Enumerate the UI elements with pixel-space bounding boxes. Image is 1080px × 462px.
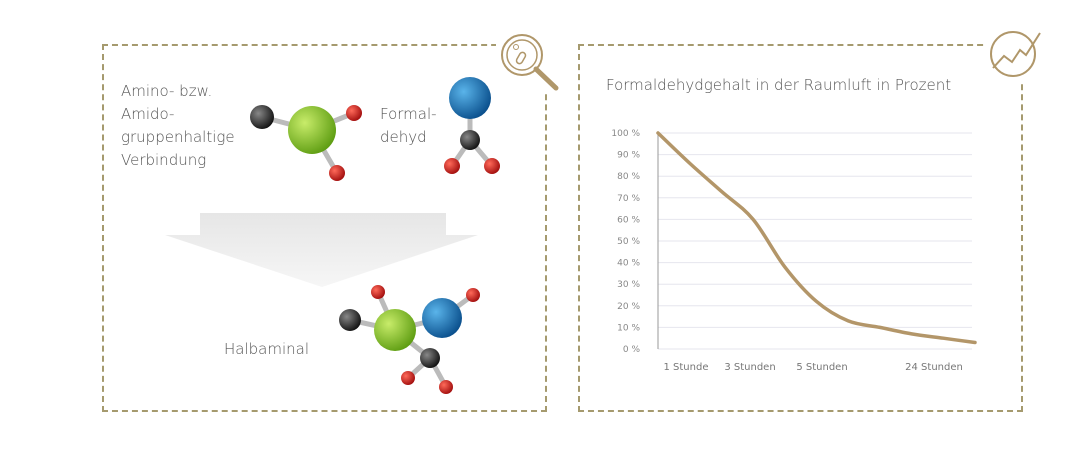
- label-line: Amino- bzw.: [121, 82, 213, 100]
- label-line: dehyd: [380, 128, 427, 146]
- arrow-down-icon: [165, 213, 478, 287]
- label-line: Formal-: [380, 105, 437, 123]
- y-tick-label: 20 %: [617, 302, 640, 312]
- y-tick-label: 90 %: [617, 151, 640, 161]
- formaldehyde-molecule: [444, 77, 500, 174]
- reaction-panel: [102, 44, 547, 412]
- label-line: Amido-: [121, 105, 175, 123]
- line-chart: 0 % 10 % 20 % 30 % 40 % 50 % 60 % 70 % 80 % 90 % 1…: [611, 129, 977, 373]
- y-tick-label: 50 %: [617, 237, 640, 247]
- y-tick-label: 100 %: [611, 129, 640, 139]
- x-tick-label: 3 Stunden: [724, 362, 775, 373]
- series-line: [656, 131, 977, 345]
- y-tick-label: 60 %: [617, 215, 640, 225]
- magnifier-bacteria-icon: [496, 28, 564, 92]
- halbaminal-label: Halbaminal: [224, 340, 309, 358]
- trend-chart-icon: [984, 26, 1046, 82]
- halbaminal-molecule: [339, 285, 480, 394]
- y-tick-label: 10 %: [617, 323, 640, 333]
- y-tick-label: 80 %: [617, 172, 640, 182]
- chart-title: Formaldehydgehalt in der Raumluft in Pro…: [606, 76, 952, 94]
- y-tick-label: 40 %: [617, 259, 640, 269]
- x-tick-label: 5 Stunden: [796, 362, 847, 373]
- label-line: Verbindung: [121, 151, 207, 169]
- x-tick-label: 1 Stunde: [664, 362, 709, 373]
- y-tick-label: 0 %: [623, 345, 641, 355]
- x-tick-label: 24 Stunden: [905, 362, 963, 373]
- amine-molecule: [250, 105, 362, 181]
- amino-label: Amino- bzw. Amido- gruppenhaltige Verbin…: [121, 80, 235, 172]
- y-tick-label: 70 %: [617, 194, 640, 204]
- label-line: gruppenhaltige: [121, 128, 235, 146]
- chart-panel: [578, 44, 1023, 412]
- y-tick-label: 30 %: [617, 280, 640, 290]
- formaldehyd-label: Formal- dehyd: [380, 103, 437, 149]
